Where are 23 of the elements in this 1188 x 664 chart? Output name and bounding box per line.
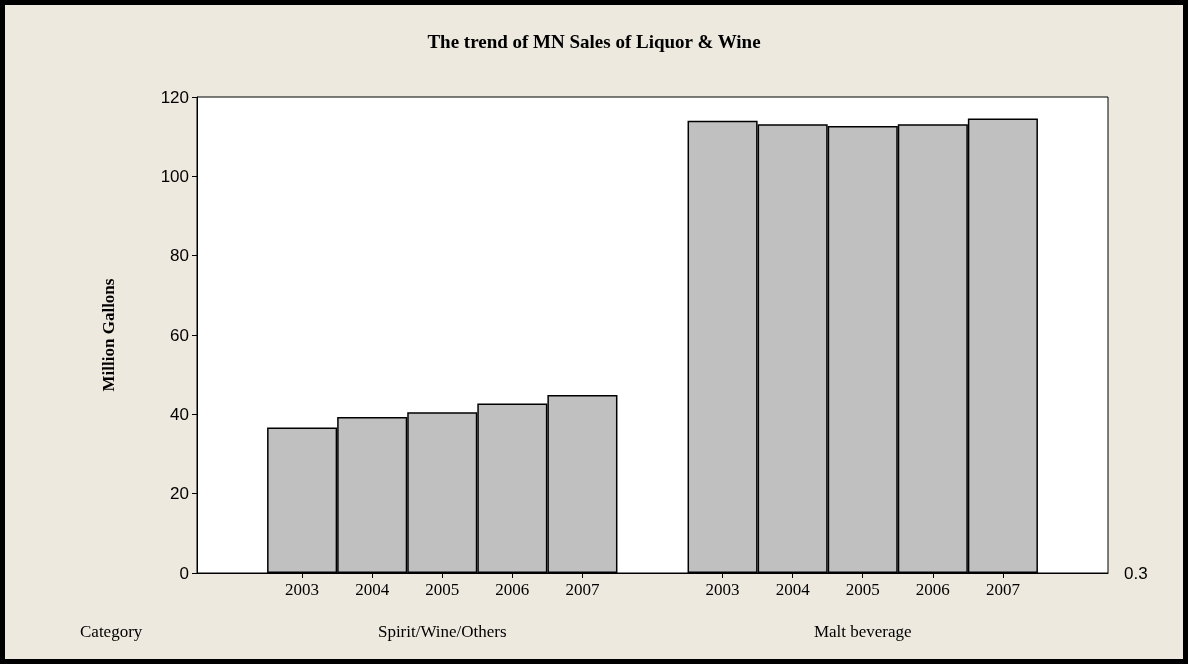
x-tick-label: 2003 (705, 580, 740, 599)
chart-title: The trend of MN Sales of Liquor & Wine (427, 31, 761, 52)
x-tick-label: 2003 (285, 580, 320, 599)
x-tick-label: 2005 (425, 580, 460, 599)
x-tick-label: 2004 (355, 580, 390, 599)
x-tick-label: 2004 (775, 580, 811, 599)
y-tick-label: 100 (160, 166, 189, 186)
x-tick-label: 2006 (495, 580, 530, 599)
y-axis-title: Million Gallons (99, 278, 118, 392)
y-tick-label: 40 (170, 404, 189, 424)
y-tick-label: 120 (160, 87, 189, 107)
x-tick-label: 2005 (845, 580, 880, 599)
y-tick-label: 60 (170, 325, 189, 345)
text: 0.3 (1124, 563, 1148, 583)
text: Spirit/Wine/Others (377, 622, 507, 641)
y-tick-label: 80 (170, 246, 189, 266)
y-tick-label: 0 (179, 563, 189, 583)
x-tick-label: 2006 (915, 580, 950, 599)
x-axis-title: Category (80, 622, 143, 641)
x-tick-label: 2007 (985, 580, 1021, 599)
y-tick-label: 20 (170, 484, 189, 504)
text: Malt beverage (813, 622, 912, 641)
x-tick-label: 2007 (565, 580, 600, 599)
